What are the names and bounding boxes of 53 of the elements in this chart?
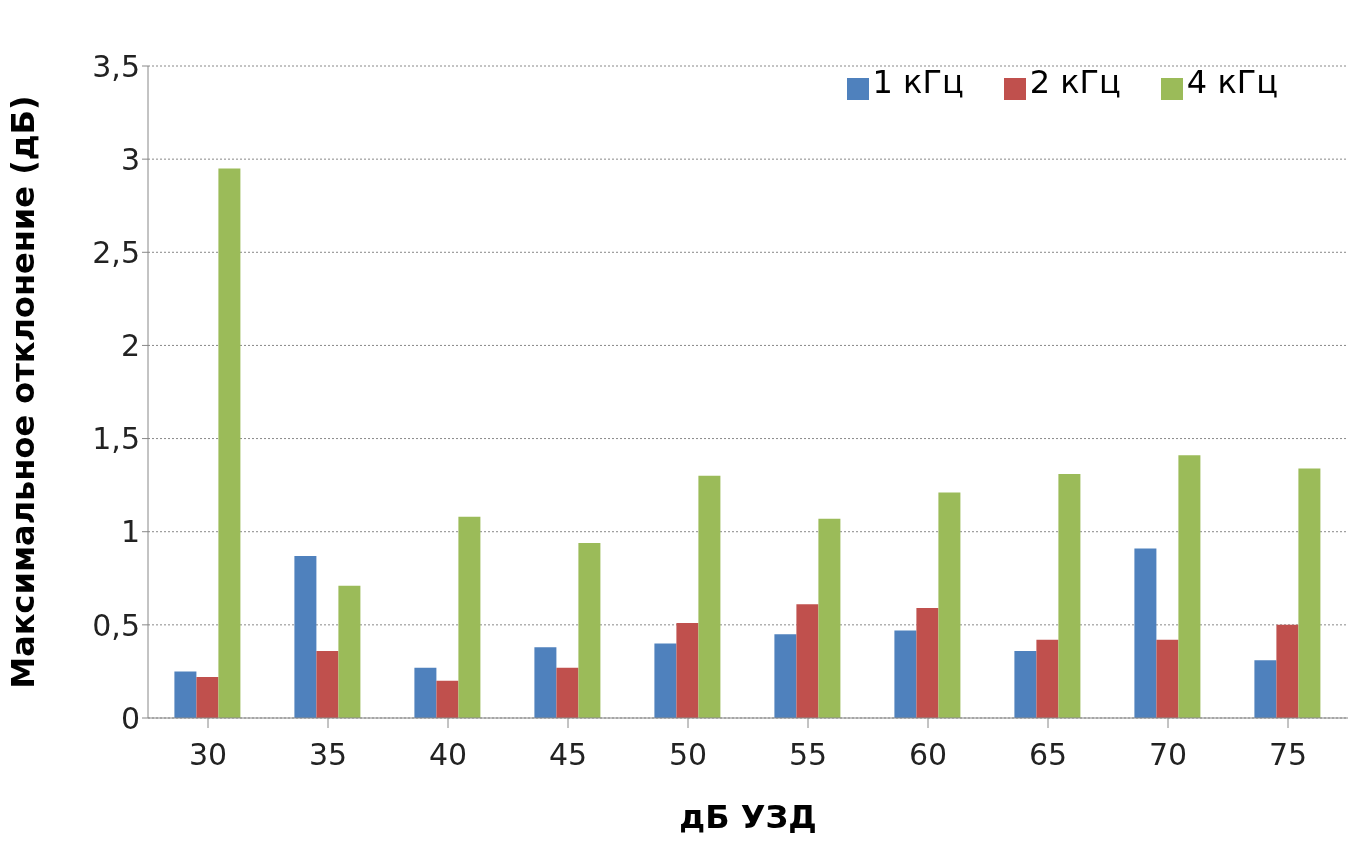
x-tick-label: 30 [188,737,228,773]
x-tick-label: 55 [788,737,828,773]
bar [196,677,219,718]
bar [414,667,437,718]
bar [796,604,819,718]
x-tick-label: 50 [668,737,708,773]
x-tick-label: 45 [548,737,588,773]
bar [578,542,601,718]
bar [1014,650,1037,718]
bar [218,168,241,718]
x-tick-label: 70 [1148,737,1188,773]
x-tick-label: 65 [1028,737,1068,773]
bar [436,680,459,718]
bar [1156,639,1179,718]
bar [654,643,677,718]
y-tick-label: 3 [120,141,140,177]
bar [1134,548,1157,718]
y-tick-label: 2 [120,328,140,364]
bar [534,647,557,718]
y-tick-label: 1 [120,514,140,550]
y-tick-label: 3,5 [92,48,140,84]
bar [938,492,961,718]
bar [1276,624,1299,718]
bar [294,555,317,718]
bar [1178,455,1201,718]
x-tick-label: 60 [908,737,948,773]
bar [698,475,721,718]
bar [916,608,939,718]
bar [676,622,699,718]
bar [818,518,841,718]
bar [894,630,917,718]
x-tick-label: 35 [308,737,348,773]
x-tick-label: 40 [428,737,468,773]
bar [458,516,481,718]
y-tick-label: 0 [120,700,140,736]
y-tick-label: 0,5 [92,607,140,643]
legend-label: 1 кГц [872,63,964,101]
bar [338,585,361,718]
bar [174,671,197,718]
x-tick-label: 75 [1268,737,1308,773]
bar [316,650,339,718]
bar [1036,639,1059,718]
legend-label: 2 кГц [1029,63,1121,101]
x-axis-title: дБ УЗД [679,798,817,836]
y-tick-label: 2,5 [92,234,140,270]
bar [1058,473,1081,718]
bar [556,667,579,718]
bar [1298,468,1321,718]
legend-label: 4 кГц [1186,63,1278,101]
y-axis-title: Максимальное отклонение (дБ) [4,95,43,689]
bar [1254,660,1277,718]
y-tick-label: 1,5 [92,421,140,457]
bar [774,634,797,718]
